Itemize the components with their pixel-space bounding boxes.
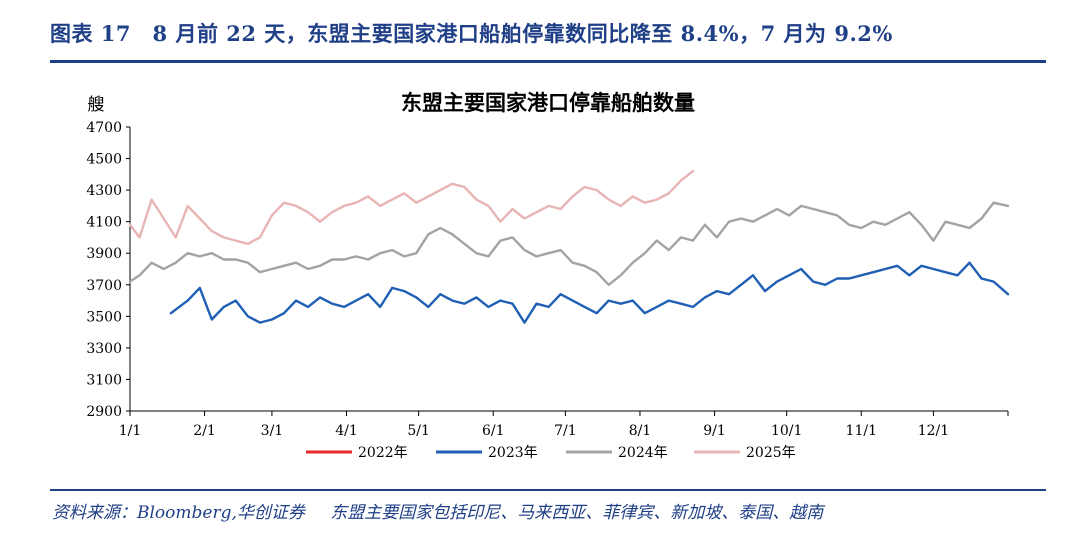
legend-label: 2022年 (358, 445, 408, 461)
legend-label: 2023年 (488, 445, 538, 461)
y-tick-label: 4300 (86, 183, 122, 199)
y-tick-label: 4100 (86, 215, 122, 231)
source-note: 资料来源：Bloomberg,华创证券 东盟主要国家包括印尼、马来西亚、菲律宾、… (52, 498, 843, 523)
series-line-4 (128, 170, 695, 245)
x-tick-label: 6/1 (482, 423, 505, 439)
y-tick-label: 3300 (86, 341, 122, 357)
legend: 2022年 2023年 2024年 2025年 (306, 445, 796, 461)
y-tick-label: 2900 (86, 404, 122, 420)
x-tick-label: 9/1 (703, 423, 726, 439)
footer-rule (50, 489, 1046, 491)
y-tick-label: 3500 (86, 309, 122, 325)
x-tick-label: 5/1 (407, 423, 430, 439)
y-tick-label: 4500 (86, 152, 122, 168)
x-tick-label: 2/1 (193, 423, 216, 439)
y-tick-label: 3900 (86, 246, 122, 262)
x-tick-label: 4/1 (335, 423, 358, 439)
series-line-2 (169, 261, 1010, 324)
y-tick-label: 3700 (86, 278, 122, 294)
x-tick-label: 7/1 (554, 423, 577, 439)
source-label: 资料来源：Bloomberg,华创证券 (52, 503, 305, 523)
x-tick-label: 12/1 (918, 423, 949, 439)
x-tick-label: 3/1 (261, 423, 284, 439)
chart-title: 东盟主要国家港口停靠船舶数量 (401, 90, 695, 115)
legend-label: 2025年 (746, 445, 796, 461)
source-footnote: 东盟主要国家包括印尼、马来西亚、菲律宾、新加坡、泰国、越南 (330, 503, 824, 523)
y-axis: 2900 3100 3300 3500 3700 3900 4100 4300 4500 4700 (86, 120, 131, 420)
series-layer (128, 170, 1010, 324)
y-tick-label: 4700 (86, 120, 122, 136)
line-chart: 东盟主要国家港口停靠船舶数量 艘 2900 3100 3300 3500 3700 390… (86, 90, 1010, 461)
x-axis: 1/1 2/1 3/1 4/1 5/1 6/1 7/1 8/1 9/1 10/1 11/1 12/1 (119, 410, 1009, 439)
x-tick-label: 1/1 (119, 423, 142, 439)
title-rule (50, 60, 1046, 63)
figure-title: 图表 17 8 月前 22 天，东盟主要国家港口船舶停靠数同比降至 8.4%，7… (50, 21, 893, 46)
x-tick-label: 11/1 (846, 423, 877, 439)
y-axis-unit: 艘 (88, 95, 105, 115)
y-tick-label: 3100 (86, 372, 122, 388)
legend-label: 2024年 (618, 445, 668, 461)
x-tick-label: 8/1 (629, 423, 652, 439)
x-tick-label: 10/1 (771, 423, 802, 439)
series-line-3 (128, 201, 1010, 286)
